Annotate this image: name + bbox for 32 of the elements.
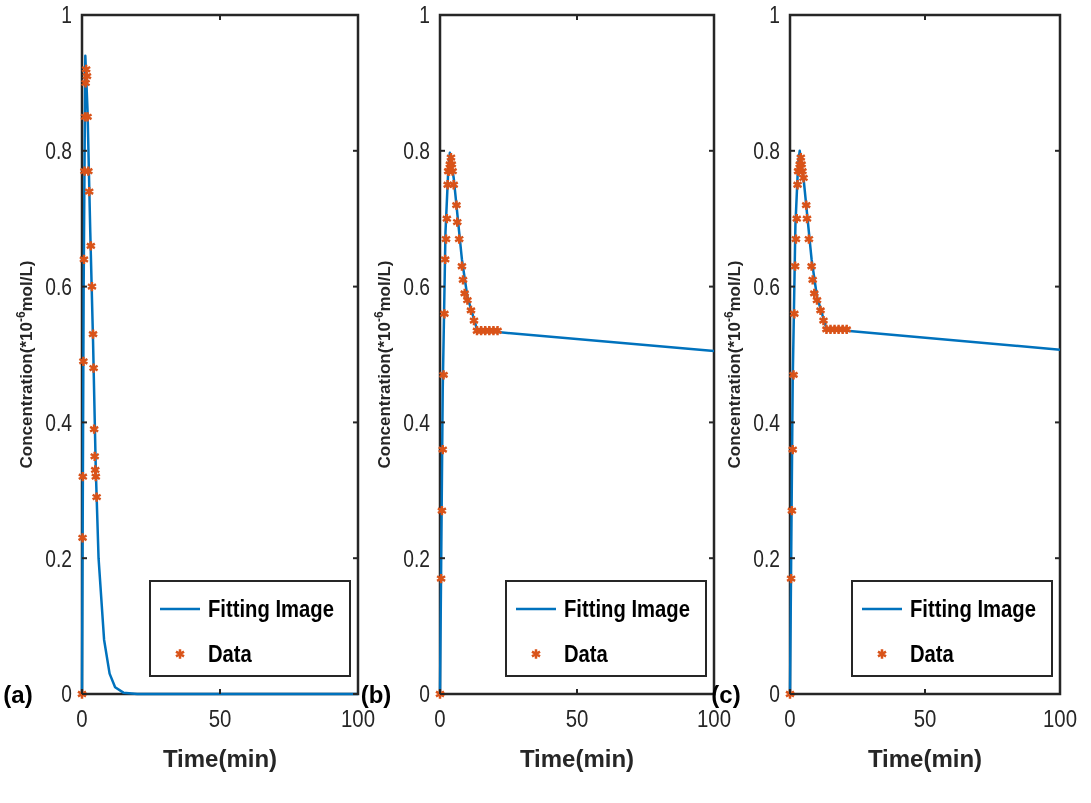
y-tick-label: 1 — [419, 1, 430, 29]
x-tick-label: 50 — [565, 705, 589, 733]
x-tick-label: 50 — [913, 705, 937, 733]
y-tick-label: 0.2 — [753, 544, 780, 573]
y-tick-label: 0.4 — [753, 408, 780, 437]
y-tick-label: 1 — [769, 1, 780, 29]
y-tick-label: 1 — [61, 1, 72, 29]
y-tick-label: 0.4 — [403, 408, 430, 437]
y-tick-label: 0 — [419, 680, 430, 708]
y-tick-label: 0.4 — [45, 408, 72, 437]
y-tick-label: 0.8 — [753, 137, 780, 165]
y-tick-label: 0 — [61, 680, 72, 708]
y-tick-label: 0.8 — [45, 137, 72, 165]
y-tick-label: 0.2 — [403, 544, 430, 573]
legend-label: Data — [564, 640, 609, 668]
y-tick-label: 0.2 — [45, 544, 72, 573]
y-tick-label: 0.6 — [45, 272, 72, 301]
x-axis-title: Time(min) — [519, 745, 635, 772]
y-tick-label: 0.6 — [753, 272, 780, 301]
legend-label: Fitting Image — [564, 595, 690, 623]
x-axis-title: Time(min) — [867, 745, 983, 772]
text: (a) — [3, 681, 33, 708]
y-tick-label: 0 — [769, 680, 780, 708]
legend-label: Data — [208, 640, 253, 668]
legend-label: Fitting Image — [208, 595, 334, 623]
legend-label: Data — [910, 640, 955, 668]
y-tick-label: 0.8 — [403, 137, 430, 165]
x-tick-label: 100 — [1042, 705, 1078, 733]
y-tick-label: 0.6 — [403, 272, 430, 301]
x-tick-label: 50 — [208, 705, 232, 733]
legend-label: Fitting Image — [910, 595, 1036, 623]
x-axis-title: Time(min) — [162, 745, 278, 772]
